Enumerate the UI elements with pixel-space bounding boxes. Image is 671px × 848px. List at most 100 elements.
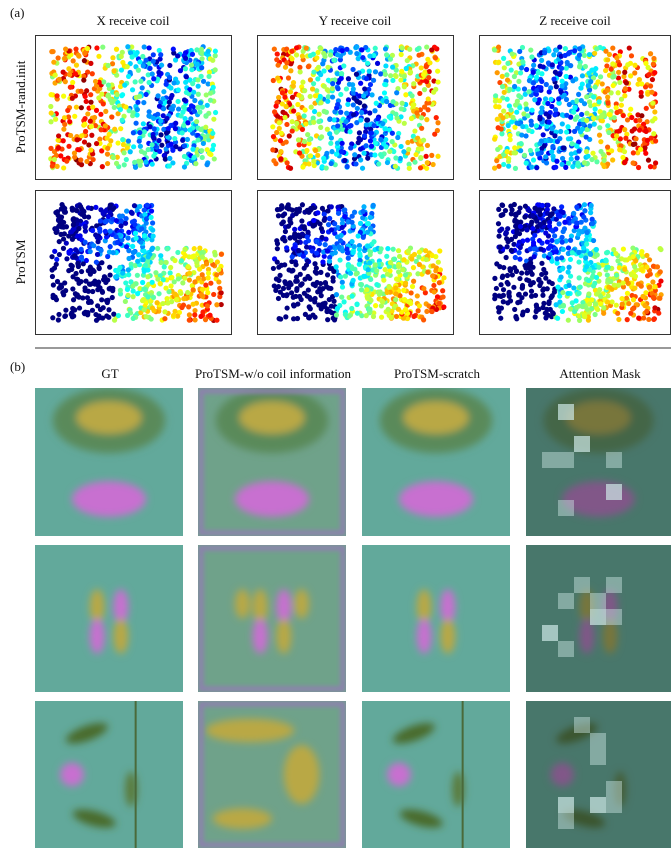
dot bbox=[345, 164, 350, 169]
dot bbox=[365, 295, 370, 300]
dot bbox=[150, 246, 155, 251]
dot bbox=[599, 114, 604, 119]
dot bbox=[275, 63, 280, 68]
dot bbox=[555, 139, 560, 144]
dot bbox=[425, 270, 430, 275]
dot bbox=[554, 239, 559, 244]
dot bbox=[300, 53, 305, 58]
dot bbox=[505, 239, 510, 244]
dot bbox=[586, 71, 591, 76]
dot bbox=[437, 248, 442, 253]
background bbox=[362, 545, 510, 692]
dot bbox=[582, 160, 587, 165]
dot bbox=[406, 248, 411, 253]
dot bbox=[101, 305, 106, 310]
dot bbox=[639, 284, 644, 289]
dot bbox=[569, 141, 574, 146]
dot bbox=[352, 244, 357, 249]
dot bbox=[141, 100, 146, 105]
dot bbox=[376, 161, 381, 166]
dot bbox=[587, 52, 592, 57]
dot bbox=[432, 289, 437, 294]
dot bbox=[565, 291, 570, 296]
dot bbox=[396, 248, 401, 253]
dot bbox=[358, 81, 363, 86]
blob bbox=[113, 619, 128, 654]
dot bbox=[273, 288, 278, 293]
dot bbox=[108, 210, 113, 215]
dot bbox=[538, 222, 543, 227]
dot bbox=[310, 248, 315, 253]
dot bbox=[409, 116, 414, 121]
dot bbox=[168, 283, 173, 288]
dot bbox=[323, 237, 328, 242]
dot bbox=[316, 65, 321, 70]
dot bbox=[123, 104, 128, 109]
dot bbox=[103, 219, 108, 224]
dot bbox=[597, 133, 602, 138]
dot bbox=[276, 296, 281, 301]
dot bbox=[570, 250, 575, 255]
dot bbox=[318, 46, 323, 51]
dot bbox=[584, 118, 589, 123]
dot bbox=[390, 131, 395, 136]
dot bbox=[330, 86, 335, 91]
dot bbox=[413, 152, 418, 157]
dot bbox=[311, 69, 316, 74]
dot bbox=[280, 90, 285, 95]
dot bbox=[303, 240, 308, 245]
dot bbox=[597, 125, 602, 130]
image bbox=[35, 545, 183, 692]
dot bbox=[382, 82, 387, 87]
dot bbox=[540, 203, 545, 208]
blob bbox=[205, 719, 294, 743]
dot bbox=[647, 285, 652, 290]
background bbox=[35, 545, 183, 692]
dot bbox=[561, 229, 566, 234]
dot bbox=[612, 74, 617, 79]
dot bbox=[54, 93, 59, 98]
dot bbox=[552, 233, 557, 238]
dot bbox=[615, 311, 620, 316]
dot bbox=[496, 45, 501, 50]
dot bbox=[119, 67, 124, 72]
column-header: ProTSM-w/o coil information bbox=[195, 366, 351, 381]
dot bbox=[279, 263, 284, 268]
dot bbox=[644, 253, 649, 258]
dot bbox=[146, 254, 151, 259]
dot bbox=[616, 317, 621, 322]
dot bbox=[350, 67, 355, 72]
dot bbox=[143, 159, 148, 164]
dot bbox=[435, 154, 440, 159]
dot bbox=[651, 56, 656, 61]
dot bbox=[531, 157, 536, 162]
dot bbox=[334, 312, 339, 317]
dot bbox=[79, 269, 84, 274]
dot bbox=[190, 52, 195, 57]
dot bbox=[612, 282, 617, 287]
dot bbox=[504, 72, 509, 77]
dot bbox=[628, 107, 633, 112]
mask-patch bbox=[606, 484, 622, 500]
dot bbox=[535, 70, 540, 75]
dot bbox=[88, 61, 93, 66]
dot bbox=[540, 293, 545, 298]
dot bbox=[614, 273, 619, 278]
dot bbox=[591, 283, 596, 288]
dot bbox=[440, 294, 445, 299]
dot bbox=[636, 165, 641, 170]
dot bbox=[56, 55, 61, 60]
dot bbox=[524, 107, 529, 112]
dot bbox=[195, 77, 200, 82]
dot bbox=[323, 242, 328, 247]
dot bbox=[154, 300, 159, 305]
dot bbox=[648, 83, 653, 88]
dot bbox=[280, 213, 285, 218]
dot bbox=[332, 221, 337, 226]
dot bbox=[129, 54, 134, 59]
dot bbox=[513, 166, 518, 171]
dot bbox=[95, 235, 100, 240]
dot bbox=[565, 124, 570, 129]
dot bbox=[496, 164, 501, 169]
dot bbox=[358, 146, 363, 151]
